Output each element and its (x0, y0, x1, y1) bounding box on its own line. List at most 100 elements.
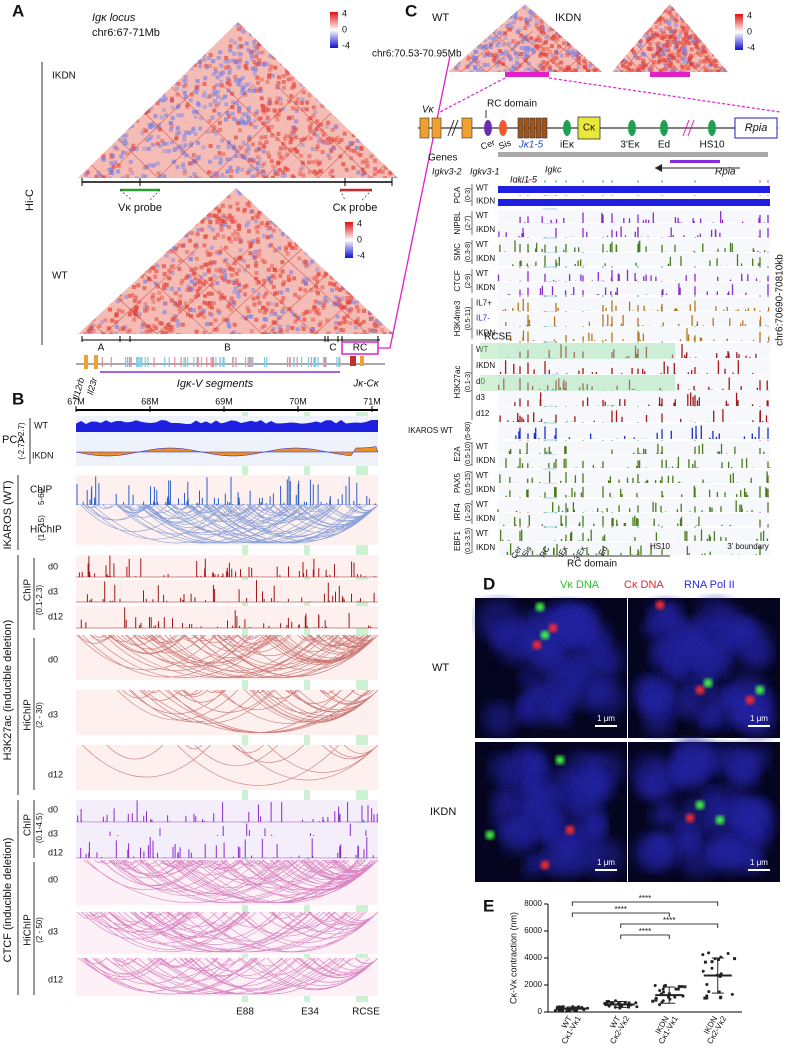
shape (325, 357, 327, 367)
heatmap-cell (338, 287, 343, 292)
heatmap-cell (580, 34, 585, 39)
heatmap-cell (383, 226, 388, 231)
label: Igkv3-1 (470, 166, 500, 176)
heatmap-cell (150, 40, 155, 45)
heatmap-cell (339, 138, 344, 143)
heatmap-cell (673, 68, 678, 72)
heatmap-cell (387, 219, 392, 224)
shape (110, 357, 112, 367)
shape (330, 12, 338, 48)
heatmap-cell (345, 299, 350, 304)
heatmap-cell (650, 19, 655, 24)
heatmap-cell (713, 6, 718, 11)
shape (338, 357, 340, 367)
heatmap-cell (542, 65, 547, 70)
signal-track (499, 240, 768, 252)
heatmap-stripe (683, 30, 719, 72)
heatmap-cell (393, 255, 394, 260)
heatmap-cell (329, 50, 334, 55)
heatmap-cell (380, 41, 385, 46)
heatmap-cell (345, 295, 350, 300)
heatmap-cell (523, 25, 528, 30)
heatmap-cell (360, 160, 365, 165)
shape (498, 268, 770, 281)
heatmap-cell (264, 307, 269, 312)
heatmap-cell (226, 279, 231, 284)
heatmap-cell (669, 53, 674, 58)
heatmap-cell (391, 221, 394, 226)
heatmap-cell (140, 322, 145, 327)
signal-track (505, 314, 767, 326)
heatmap-cell (217, 120, 222, 125)
heatmap-cell (657, 15, 662, 20)
heatmap-cell (545, 46, 550, 51)
heatmap-cell (648, 16, 653, 21)
heatmap-cell (203, 212, 208, 217)
heatmap-cell (255, 237, 260, 242)
shape (244, 357, 247, 367)
heatmap-cell (214, 214, 219, 219)
heatmap-cell (281, 296, 286, 301)
shape (76, 475, 378, 505)
heatmap-cell (668, 29, 673, 34)
heatmap-cell (124, 264, 129, 269)
label: d12 (48, 847, 63, 857)
heatmap-cell (652, 11, 657, 16)
heatmap-cell (102, 200, 107, 205)
heatmap-cell (261, 206, 266, 211)
heatmap-cell (255, 109, 260, 114)
heatmap-cell (386, 128, 391, 133)
heatmap-cell (90, 82, 95, 87)
heatmap-cell (91, 137, 96, 142)
heatmap-cell (95, 264, 100, 269)
heatmap-cell (681, 50, 686, 55)
heatmap-cell (592, 68, 597, 72)
heatmap-cell (307, 154, 312, 159)
heatmap-cell (723, 40, 728, 45)
heatmap-cell (338, 327, 343, 332)
heatmap-cell (82, 74, 87, 79)
heatmap-cell (665, 34, 670, 39)
heatmap-cell (217, 310, 222, 315)
label: d3 (48, 709, 58, 719)
heatmap-cell (259, 61, 264, 66)
heatmap-cell (89, 326, 94, 331)
colorbar-label: 0 (342, 24, 347, 34)
heatmap-cell (184, 153, 189, 158)
label: E88 (236, 1007, 254, 1018)
heatmap-cell (209, 251, 214, 256)
heatmap-cell (536, 35, 541, 40)
label: IKDN (476, 543, 495, 552)
heatmap-cell (375, 233, 380, 238)
heatmap-cell (295, 333, 300, 334)
heatmap-cell (682, 59, 687, 64)
heatmap-cell (601, 43, 602, 48)
heatmap-cell (78, 254, 83, 259)
heatmap-cell (150, 225, 155, 230)
heatmap-cell (462, 47, 467, 52)
heatmap-cell (111, 154, 116, 159)
heatmap-cell (614, 70, 619, 72)
heatmap-cell (86, 328, 91, 333)
heatmap-cell (227, 114, 232, 119)
heatmap-cell (300, 142, 305, 147)
heatmap-cell (99, 320, 104, 325)
heatmap-cell (591, 55, 596, 60)
nucleus-signal (577, 771, 612, 806)
heatmap-cell (198, 208, 203, 213)
heatmap-cell (251, 49, 256, 54)
heatmap-cell (725, 37, 728, 42)
heatmap-cell (222, 259, 227, 264)
heatmap-cell (302, 261, 307, 266)
heatmap-cell (226, 64, 231, 69)
heatmap-cell (290, 106, 295, 111)
nucleus-signal (648, 830, 682, 865)
heatmap-cell (117, 216, 122, 221)
heatmap-cell (279, 299, 284, 304)
heatmap-cell (475, 41, 480, 46)
heatmap-cell (677, 40, 682, 45)
heatmap-cell (109, 248, 114, 253)
heatmap-cell (286, 324, 291, 329)
heatmap-cell (93, 285, 98, 290)
heatmap-cell (139, 83, 144, 88)
